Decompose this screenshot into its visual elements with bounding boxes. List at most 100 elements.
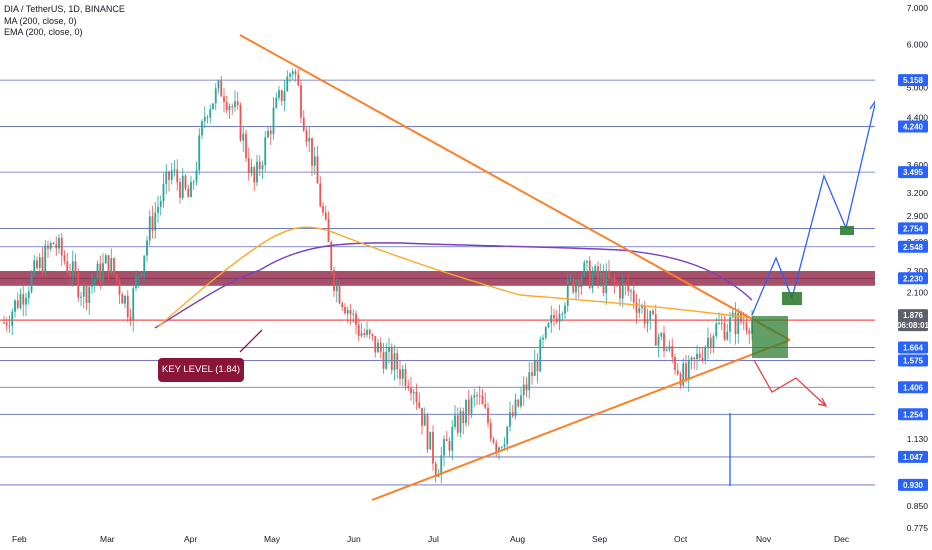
- price-badge: [898, 450, 928, 463]
- candle-body: [198, 135, 201, 171]
- candle-body: [401, 369, 404, 379]
- callout-pointer: [239, 329, 263, 353]
- candle-body: [289, 73, 291, 77]
- candle-body: [19, 294, 22, 308]
- resistance-zone-box: [0, 270, 875, 286]
- candle-body: [415, 391, 418, 403]
- candle-body: [399, 369, 401, 379]
- price-badge: [898, 272, 928, 285]
- candle-body: [11, 311, 14, 326]
- candle-body: [572, 278, 575, 293]
- candle-body: [580, 275, 583, 288]
- candle-body: [267, 130, 269, 138]
- candle-body: [506, 426, 509, 445]
- candle-body: [407, 385, 410, 389]
- candle-body: [525, 384, 528, 391]
- candle-body: [500, 446, 503, 448]
- candle-body: [313, 156, 316, 166]
- ema-line[interactable]: EMA (200, close, 0): [4, 27, 83, 37]
- candle-body: [610, 277, 613, 279]
- candle-body: [258, 161, 261, 170]
- candle-body: [641, 306, 643, 309]
- candle-body: [294, 71, 297, 75]
- candle-body: [33, 260, 36, 274]
- candle-body: [148, 216, 151, 241]
- candle-body: [77, 272, 80, 298]
- candle-body: [360, 333, 363, 337]
- time-tick-label: May: [264, 534, 281, 544]
- candle-body: [319, 183, 322, 207]
- price-badge-label: 1.406: [903, 383, 924, 392]
- candle-body: [124, 295, 126, 304]
- candle-body: [217, 80, 220, 89]
- ma-line[interactable]: MA (200, close, 0): [4, 15, 77, 26]
- candle-body: [412, 391, 415, 394]
- candle-body: [371, 334, 374, 337]
- candle-body: [269, 130, 272, 135]
- candle-body: [22, 294, 25, 305]
- candle-body: [443, 439, 445, 456]
- candle-body: [121, 294, 124, 304]
- candle-body: [608, 270, 610, 279]
- price-badge-label: 0.930: [903, 481, 924, 490]
- candle-body: [668, 346, 671, 350]
- candle-body: [346, 310, 349, 314]
- candle-body: [509, 412, 511, 427]
- candle-body: [113, 258, 115, 274]
- price-badge-label: 1.047: [903, 453, 924, 462]
- candle-body: [135, 277, 137, 289]
- candle-body: [344, 306, 346, 314]
- price-tick-label: 7.000: [907, 3, 929, 13]
- candle-body: [707, 337, 709, 348]
- candle-body: [542, 337, 544, 340]
- candle-body: [330, 242, 333, 270]
- candle-body: [652, 310, 654, 315]
- candle-body: [621, 283, 624, 299]
- candle-body: [583, 262, 586, 276]
- candle-body: [195, 170, 198, 182]
- candle-body: [52, 242, 55, 245]
- candle-body: [418, 402, 421, 408]
- candle-body: [635, 302, 638, 313]
- candle-body: [129, 317, 132, 321]
- candle-body: [720, 322, 723, 324]
- candle-body: [434, 463, 437, 477]
- candle-body: [187, 188, 190, 197]
- candle-body: [715, 323, 718, 336]
- candle-body: [69, 272, 71, 277]
- candle-body: [322, 206, 324, 213]
- candle-body: [179, 182, 181, 199]
- candle-body: [459, 411, 462, 433]
- candle-body: [470, 397, 473, 414]
- entry-box: [752, 316, 788, 358]
- candle-body: [297, 74, 300, 86]
- candle-body: [176, 169, 179, 183]
- candle-body: [701, 357, 704, 361]
- candle-body: [423, 415, 426, 426]
- candle-body: [41, 257, 44, 273]
- candle-body: [88, 286, 91, 303]
- countdown-label: 06:08:01: [897, 321, 930, 330]
- candle-body: [712, 335, 715, 348]
- price-badge: [898, 381, 928, 394]
- candle-body: [168, 171, 170, 180]
- candle-body: [748, 330, 751, 334]
- price-badges: 5.158 4.240 3.495 2.754 2.548 2.230 1.575 1.406…: [897, 74, 930, 491]
- candle-body: [613, 277, 616, 284]
- candle-body: [363, 333, 366, 335]
- candle-body: [729, 317, 731, 332]
- symbol-line[interactable]: DIA / TetherUS, 1D, BINANCE: [4, 4, 125, 14]
- candle-body: [575, 279, 577, 293]
- candle-body: [104, 255, 107, 264]
- time-tick-label: Aug: [510, 534, 525, 544]
- bearish-arrowhead: [817, 397, 828, 407]
- candle-body: [157, 206, 159, 213]
- candle-body: [107, 255, 110, 274]
- candle-body: [663, 333, 665, 351]
- resistance-zone: [0, 270, 875, 286]
- candle-body: [481, 395, 484, 405]
- candle-body: [96, 263, 99, 280]
- price-badge: [898, 120, 928, 133]
- candle-body: [539, 339, 542, 372]
